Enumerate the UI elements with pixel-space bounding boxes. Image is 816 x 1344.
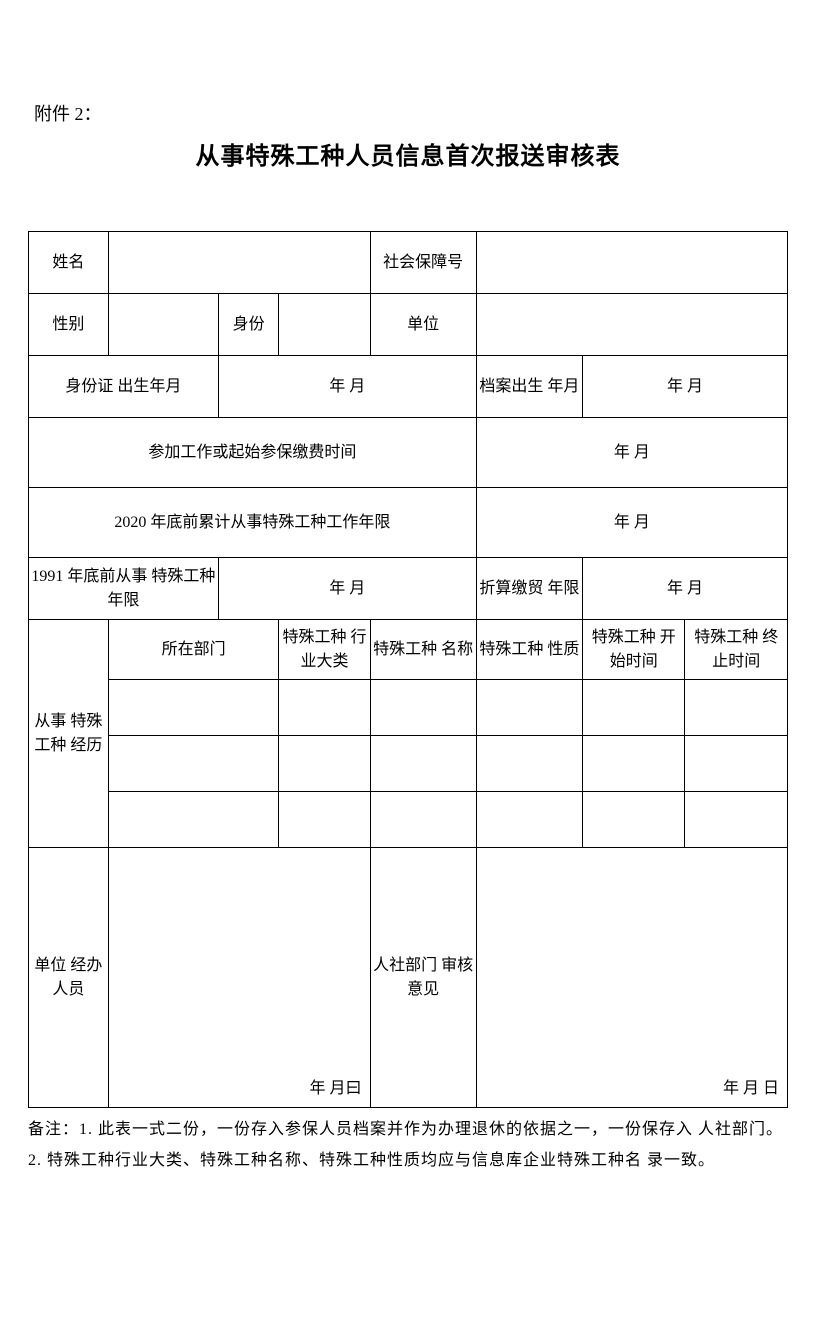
label-identity: 身份 bbox=[218, 294, 279, 356]
value-ssn bbox=[476, 232, 787, 294]
value-before-1991: 年 月 bbox=[218, 558, 476, 620]
exp-row-dept bbox=[108, 792, 279, 848]
date-hr: 年 月 日 bbox=[723, 1077, 779, 1101]
exp-row-start bbox=[583, 736, 685, 792]
exp-row-dept bbox=[108, 736, 279, 792]
exp-row-dept bbox=[108, 680, 279, 736]
exp-row-start bbox=[583, 792, 685, 848]
value-converted: 年 月 bbox=[583, 558, 788, 620]
exp-row-end bbox=[685, 736, 788, 792]
col-job-name: 特殊工种 名称 bbox=[370, 620, 476, 680]
label-file-dob: 档案出生 年月 bbox=[476, 356, 582, 418]
value-unit-handler: 年 月曰 bbox=[108, 848, 370, 1108]
label-before-1991: 1991 年底前从事 特殊工种年限 bbox=[29, 558, 219, 620]
exp-row-industry bbox=[279, 680, 370, 736]
col-job-nature: 特殊工种 性质 bbox=[476, 620, 582, 680]
form-table: 姓名 社会保障号 性别 身份 单位 身份证 出生年月 年 月 档案出生 年月 年… bbox=[28, 231, 788, 1108]
exp-row-industry bbox=[279, 736, 370, 792]
value-hr-opinion: 年 月 日 bbox=[476, 848, 787, 1108]
exp-row-jobname bbox=[370, 680, 476, 736]
exp-row-end bbox=[685, 680, 788, 736]
note-line-2: 2. 特殊工种行业大类、特殊工种名称、特殊工种性质均应与信息库企业特殊工种名 录… bbox=[28, 1147, 788, 1176]
attachment-label: 附件 2： bbox=[34, 100, 788, 126]
label-name: 姓名 bbox=[29, 232, 109, 294]
value-work-years-2020: 年 月 bbox=[476, 488, 787, 558]
label-join-work: 参加工作或起始参保缴费时间 bbox=[29, 418, 477, 488]
exp-row-jobname bbox=[370, 792, 476, 848]
label-unit-handler: 单位 经办人员 bbox=[29, 848, 109, 1108]
label-unit: 单位 bbox=[370, 294, 476, 356]
date-unit: 年 月曰 bbox=[310, 1077, 362, 1101]
col-end-time: 特殊工种 终止时间 bbox=[685, 620, 788, 680]
label-converted: 折算缴贸 年限 bbox=[476, 558, 582, 620]
value-join-work: 年 月 bbox=[476, 418, 787, 488]
label-id-dob: 身份证 出生年月 bbox=[29, 356, 219, 418]
value-name bbox=[108, 232, 370, 294]
label-experience: 从事 特殊工种 经历 bbox=[29, 620, 109, 848]
col-industry: 特殊工种 行业大类 bbox=[279, 620, 370, 680]
exp-row-start bbox=[583, 680, 685, 736]
value-gender bbox=[108, 294, 218, 356]
label-gender: 性别 bbox=[29, 294, 109, 356]
label-hr-opinion: 人社部门 审核意见 bbox=[370, 848, 476, 1108]
value-id-dob: 年 月 bbox=[218, 356, 476, 418]
notes: 备注：1. 此表一式二份，一份存入参保人员档案并作为办理退休的依据之一，一份保存… bbox=[28, 1116, 788, 1176]
exp-row-end bbox=[685, 792, 788, 848]
exp-row-nature bbox=[476, 792, 582, 848]
value-identity bbox=[279, 294, 370, 356]
exp-row-nature bbox=[476, 680, 582, 736]
col-start-time: 特殊工种 开始时间 bbox=[583, 620, 685, 680]
label-work-years-2020: 2020 年底前累计从事特殊工种工作年限 bbox=[29, 488, 477, 558]
form-title: 从事特殊工种人员信息首次报送审核表 bbox=[28, 136, 788, 171]
exp-row-jobname bbox=[370, 736, 476, 792]
exp-row-nature bbox=[476, 736, 582, 792]
exp-row-industry bbox=[279, 792, 370, 848]
value-file-dob: 年 月 bbox=[583, 356, 788, 418]
note-line-1: 备注：1. 此表一式二份，一份存入参保人员档案并作为办理退休的依据之一，一份保存… bbox=[28, 1116, 788, 1145]
value-unit bbox=[476, 294, 787, 356]
label-ssn: 社会保障号 bbox=[370, 232, 476, 294]
col-dept: 所在部门 bbox=[108, 620, 279, 680]
